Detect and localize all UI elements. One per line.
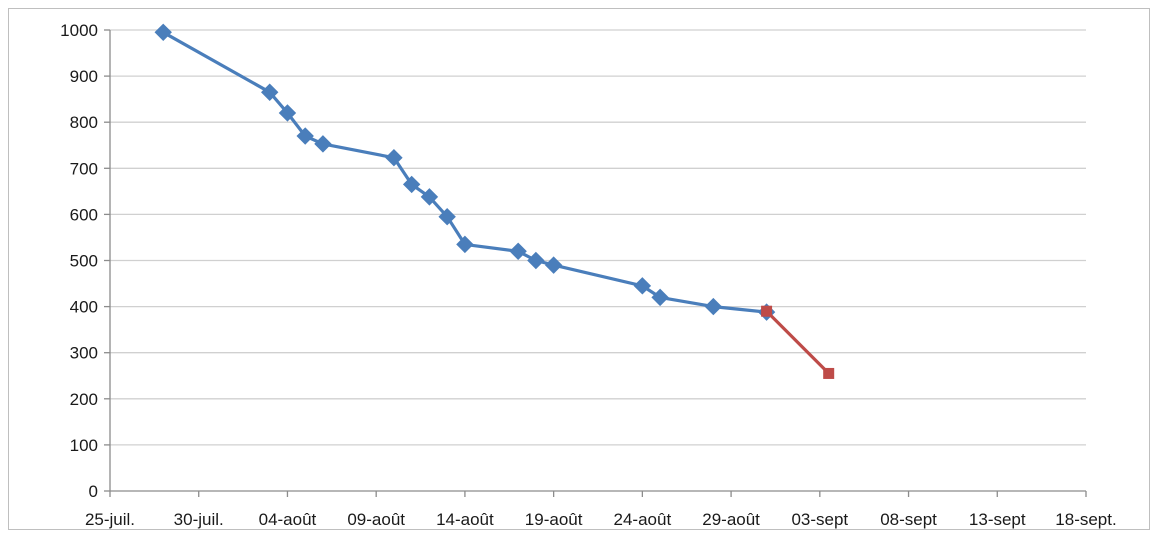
- data-point: [509, 242, 527, 260]
- y-tick-label: 700: [70, 159, 98, 178]
- y-tick-label: 400: [70, 298, 98, 317]
- series-1-line: [162, 30, 767, 314]
- y-tick-label: 300: [70, 344, 98, 363]
- x-tick-label: 29-août: [702, 510, 760, 529]
- data-point: [278, 104, 297, 122]
- y-tick-label: 100: [70, 436, 98, 455]
- data-point: [154, 23, 172, 42]
- y-tick-label: 200: [70, 390, 98, 409]
- y-tick-labels: 0 100 200 300 400 500 600 700 800 900 1000: [60, 21, 98, 501]
- axes: [104, 29, 1087, 497]
- data-point: [296, 127, 314, 145]
- x-tick-label: 04-août: [259, 510, 317, 529]
- data-point: [633, 277, 652, 295]
- data-point: [438, 207, 456, 226]
- data-point: [261, 83, 279, 101]
- data-point: [704, 297, 723, 316]
- data-point: [420, 188, 439, 206]
- data-point: [456, 235, 474, 254]
- y-tick-label: 800: [70, 113, 98, 132]
- y-tick-label: 0: [89, 482, 98, 501]
- data-point: [823, 367, 835, 379]
- series-group: [154, 23, 835, 379]
- data-point: [402, 175, 421, 194]
- chart-frame: [8, 8, 1150, 530]
- x-tick-label: 14-août: [436, 510, 494, 529]
- x-tick-label: 03-sept: [791, 510, 848, 529]
- gridlines: [110, 29, 1086, 446]
- y-tick-label: 1000: [60, 21, 98, 40]
- y-tick-label: 900: [70, 67, 98, 86]
- data-point: [544, 256, 563, 274]
- x-tick-label: 13-sept: [969, 510, 1026, 529]
- x-tick-label: 09-août: [347, 510, 405, 529]
- x-tick-label: 18-sept.: [1055, 510, 1116, 529]
- x-tick-label: 30-juil.: [174, 510, 224, 529]
- data-point: [385, 148, 403, 167]
- data-point: [527, 251, 545, 270]
- x-tick-label: 19-août: [525, 510, 583, 529]
- data-point: [314, 135, 332, 153]
- y-tick-label: 600: [70, 205, 98, 224]
- data-point: [651, 288, 669, 307]
- x-tick-label: 24-août: [614, 510, 672, 529]
- series-2-line: [765, 310, 830, 375]
- x-tick-labels: 25-juil. 30-juil. 04-août 09-août 14-août 19-…: [85, 510, 1117, 529]
- data-point: [761, 305, 773, 317]
- x-tick-label: 08-sept: [880, 510, 937, 529]
- x-tick-label: 25-juil.: [85, 510, 135, 529]
- y-tick-label: 500: [70, 252, 98, 271]
